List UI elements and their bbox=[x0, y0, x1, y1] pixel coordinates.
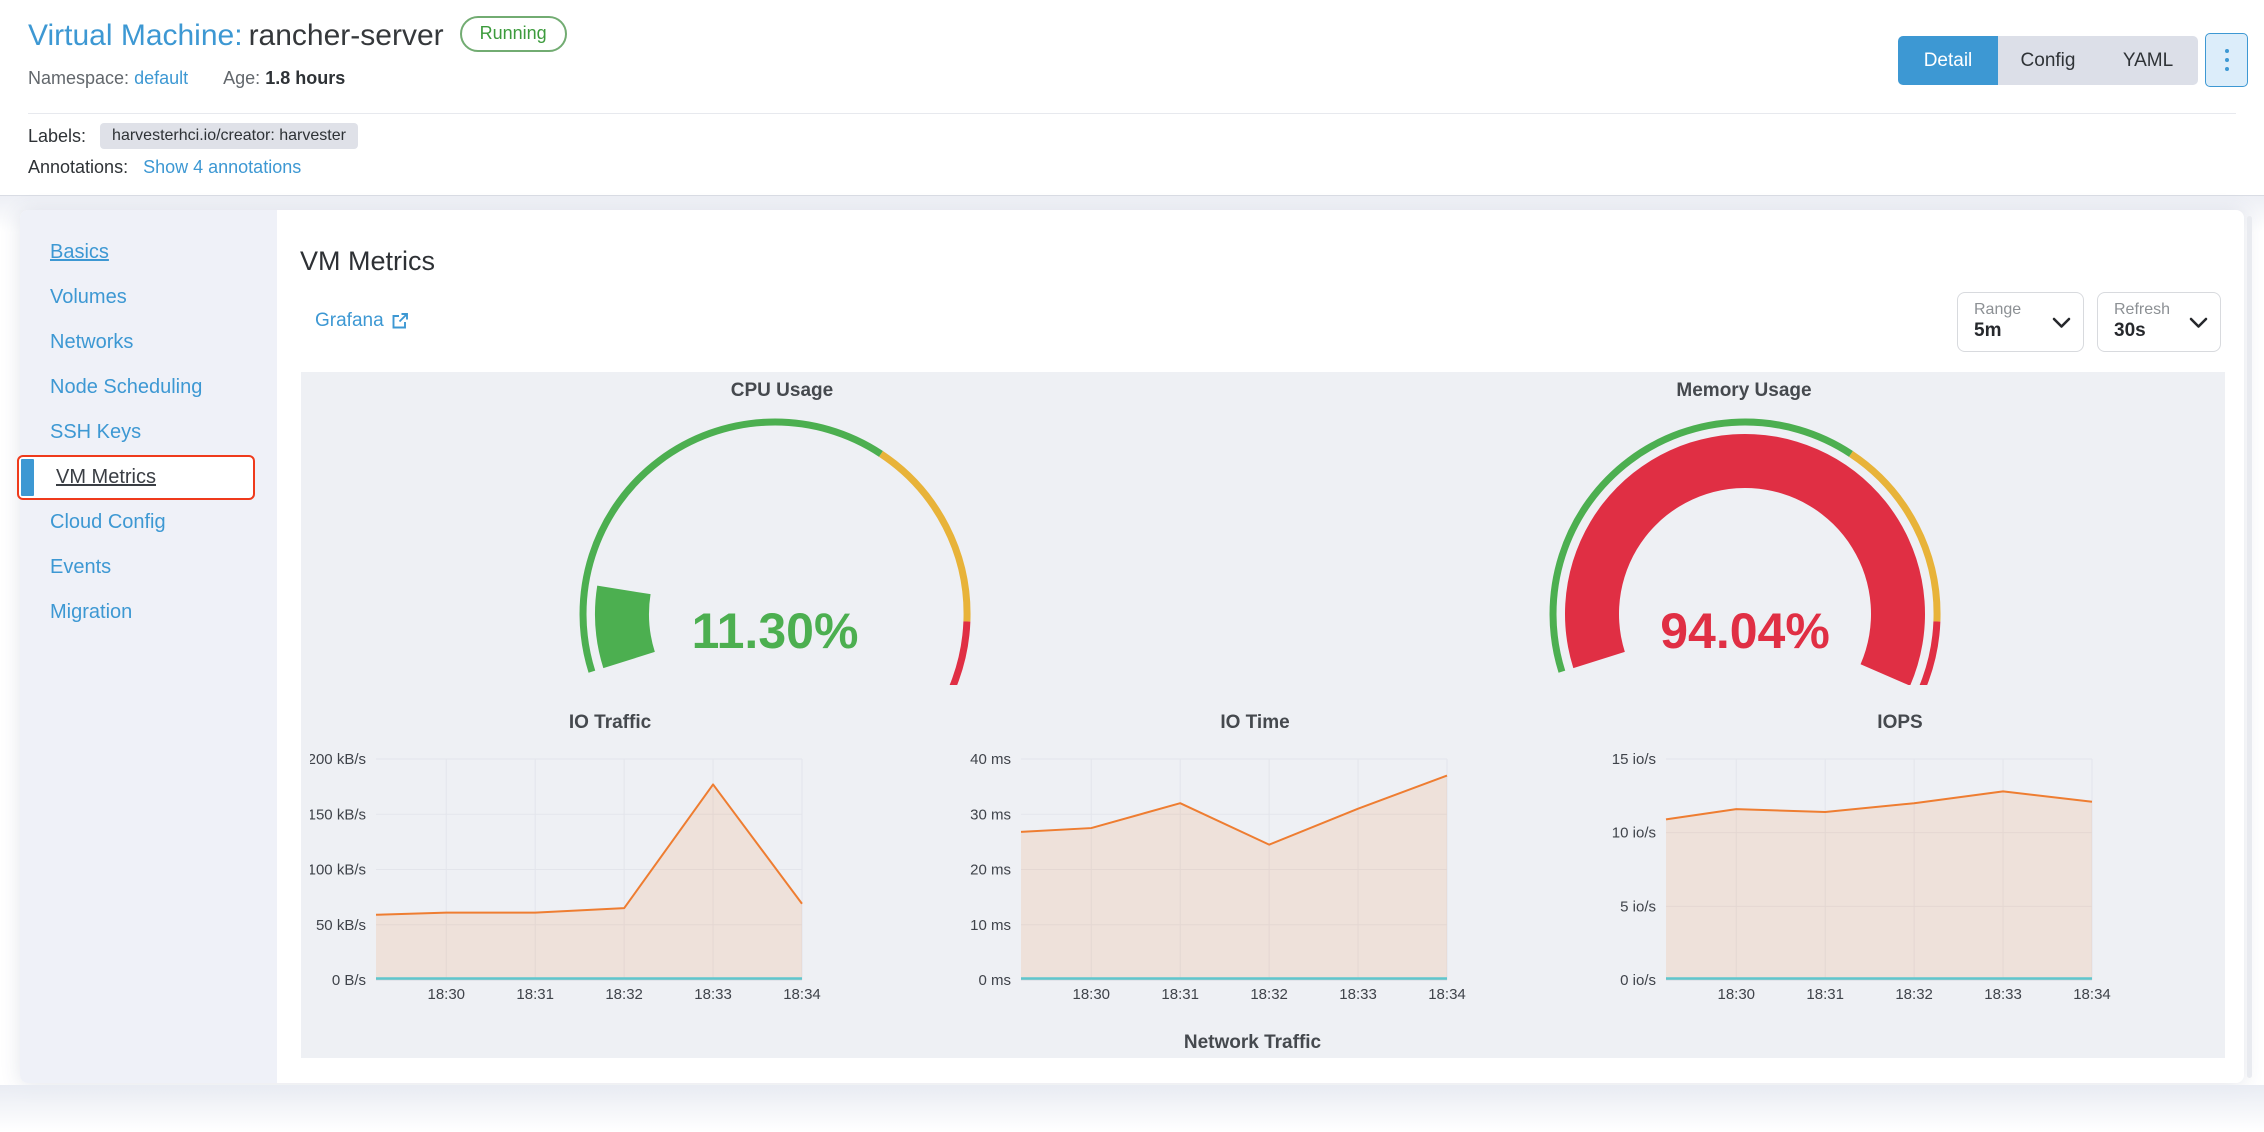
panel-io-time: 0 ms 10 ms 20 ms 30 ms 40 ms 18:30 18:31 18:32 1… bbox=[970, 712, 1466, 1003]
svg-text:18:33: 18:33 bbox=[1339, 986, 1377, 1003]
svg-text:40 ms: 40 ms bbox=[970, 751, 1011, 768]
svg-text:100 kB/s: 100 kB/s bbox=[310, 862, 366, 879]
labels-label: Labels: bbox=[28, 125, 87, 146]
svg-text:IOPS: IOPS bbox=[1877, 712, 1922, 733]
svg-text:18:32: 18:32 bbox=[1250, 986, 1288, 1003]
range-value: 5m bbox=[1974, 320, 2002, 341]
masthead: Virtual Machine: rancher-server Running Na… bbox=[0, 0, 2264, 114]
svg-text:0 B/s: 0 B/s bbox=[332, 972, 366, 989]
range-label: Range bbox=[1974, 301, 2022, 318]
svg-text:10 io/s: 10 io/s bbox=[1612, 825, 1656, 842]
detail-sidebar: Basics Volumes Networks Node Scheduling SSH … bbox=[17, 210, 277, 1083]
svg-text:IO Traffic: IO Traffic bbox=[569, 712, 652, 733]
svg-text:5 io/s: 5 io/s bbox=[1620, 898, 1656, 915]
scrollbar[interactable] bbox=[2247, 216, 2252, 1078]
svg-text:18:32: 18:32 bbox=[1895, 986, 1933, 1003]
svg-text:18:33: 18:33 bbox=[1984, 986, 2022, 1003]
external-link-icon bbox=[392, 313, 408, 329]
svg-text:18:31: 18:31 bbox=[516, 986, 554, 1003]
grafana-link-label: Grafana bbox=[315, 310, 384, 331]
age-value: 1.8 hours bbox=[265, 68, 346, 88]
svg-text:18:34: 18:34 bbox=[783, 986, 821, 1003]
refresh-select[interactable]: Refresh 30s bbox=[2097, 292, 2221, 352]
refresh-value: 30s bbox=[2114, 320, 2146, 341]
show-annotations-link[interactable]: Show 4 annotations bbox=[143, 157, 302, 177]
panel-iops: 0 io/s 5 io/s 10 io/s 15 io/s 18:30 18:31 18:3… bbox=[1612, 712, 2111, 1003]
svg-text:18:30: 18:30 bbox=[1717, 986, 1755, 1003]
bottom-fade bbox=[0, 1085, 2264, 1132]
kebab-menu-button[interactable] bbox=[2205, 33, 2248, 87]
main-content: VM Metrics Grafana Range 5m Refresh 30s … bbox=[277, 210, 2244, 1083]
gauge-value-cpu-usage: 11.30% bbox=[692, 603, 859, 659]
svg-text:200 kB/s: 200 kB/s bbox=[310, 751, 366, 768]
svg-text:15 io/s: 15 io/s bbox=[1612, 751, 1656, 768]
svg-text:20 ms: 20 ms bbox=[970, 862, 1011, 879]
sidebar-item-migration[interactable]: Migration bbox=[50, 601, 133, 623]
svg-text:18:34: 18:34 bbox=[2073, 986, 2111, 1003]
section-title: VM Metrics bbox=[300, 246, 435, 276]
svg-text:0 io/s: 0 io/s bbox=[1620, 972, 1656, 989]
panel-title-cpu-usage: CPU Usage bbox=[730, 380, 834, 401]
gauge-cpu-usage: 11.30% bbox=[579, 418, 971, 685]
label-badge: harvesterhci.io/creator: harvester bbox=[100, 123, 358, 149]
sidebar-item-events[interactable]: Events bbox=[50, 556, 112, 578]
vm-name: rancher-server bbox=[248, 19, 444, 52]
content-card: Basics Volumes Networks Node Scheduling SSH … bbox=[17, 210, 2244, 1083]
chevron-down-icon bbox=[2052, 317, 2071, 328]
sidebar-item-ssh-keys[interactable]: SSH Keys bbox=[50, 421, 142, 443]
svg-text:18:32: 18:32 bbox=[605, 986, 643, 1003]
resource-type-label: Virtual Machine: bbox=[28, 19, 243, 52]
svg-text:18:30: 18:30 bbox=[427, 986, 465, 1003]
gauge-memory-usage: 94.04% bbox=[1549, 418, 1941, 685]
svg-text:0 ms: 0 ms bbox=[978, 972, 1011, 989]
metrics-panel: CPU Usage Memory Usage 11.30% 94.04% 0 B/s 50… bbox=[301, 372, 2225, 1058]
sidebar-item-cloud-config[interactable]: Cloud Config bbox=[50, 511, 166, 533]
panel-io-traffic: 0 B/s 50 kB/s 100 kB/s 150 kB/s 200 kB/s 18:3… bbox=[310, 712, 821, 1003]
page-title: Virtual Machine: rancher-server Running bbox=[28, 16, 567, 53]
view-mode-tabs: Detail Config YAML bbox=[1898, 36, 2198, 85]
labels-row: Labels: harvesterhci.io/creator: harvest… bbox=[28, 123, 358, 149]
svg-text:18:33: 18:33 bbox=[694, 986, 732, 1003]
svg-text:18:31: 18:31 bbox=[1806, 986, 1844, 1003]
svg-text:50 kB/s: 50 kB/s bbox=[316, 917, 366, 934]
grafana-link[interactable]: Grafana bbox=[315, 310, 409, 332]
annotations-label: Annotations: bbox=[28, 157, 129, 177]
sidebar-item-networks[interactable]: Networks bbox=[50, 331, 134, 353]
sidebar-item-basics[interactable]: Basics bbox=[50, 241, 109, 263]
svg-text:150 kB/s: 150 kB/s bbox=[310, 806, 366, 823]
svg-text:18:34: 18:34 bbox=[1428, 986, 1466, 1003]
range-select[interactable]: Range 5m bbox=[1957, 292, 2084, 352]
status-badge: Running bbox=[459, 16, 567, 52]
svg-text:18:30: 18:30 bbox=[1072, 986, 1110, 1003]
sidebar-item-node-scheduling[interactable]: Node Scheduling bbox=[50, 376, 203, 398]
namespace-label: Namespace: bbox=[28, 68, 130, 88]
tab-section-divider bbox=[0, 195, 2264, 196]
meta-row: Namespace: default Age: 1.8 hours bbox=[28, 68, 345, 89]
tab-detail[interactable]: Detail bbox=[1898, 36, 1998, 85]
tab-yaml[interactable]: YAML bbox=[2098, 36, 2198, 85]
refresh-label: Refresh bbox=[2114, 301, 2171, 318]
sidebar-item-vm-metrics[interactable]: VM Metrics bbox=[17, 455, 255, 500]
vertical-dots-icon bbox=[2224, 49, 2229, 53]
panel-title-network-traffic: Network Traffic bbox=[1183, 1032, 1322, 1053]
tab-config[interactable]: Config bbox=[1998, 36, 2098, 85]
header-divider bbox=[28, 113, 2236, 114]
svg-text:IO Time: IO Time bbox=[1220, 712, 1289, 733]
panel-title-memory-usage: Memory Usage bbox=[1676, 380, 1812, 401]
chevron-down-icon bbox=[2189, 317, 2208, 328]
age-label: Age: bbox=[223, 68, 261, 88]
svg-text:10 ms: 10 ms bbox=[970, 917, 1011, 934]
namespace-link[interactable]: default bbox=[134, 68, 189, 88]
annotations-row: Annotations: Show 4 annotations bbox=[28, 157, 301, 178]
gauge-value-memory-usage: 94.04% bbox=[1660, 603, 1830, 659]
svg-text:30 ms: 30 ms bbox=[970, 806, 1011, 823]
sidebar-item-volumes[interactable]: Volumes bbox=[50, 286, 127, 308]
svg-text:18:31: 18:31 bbox=[1161, 986, 1199, 1003]
